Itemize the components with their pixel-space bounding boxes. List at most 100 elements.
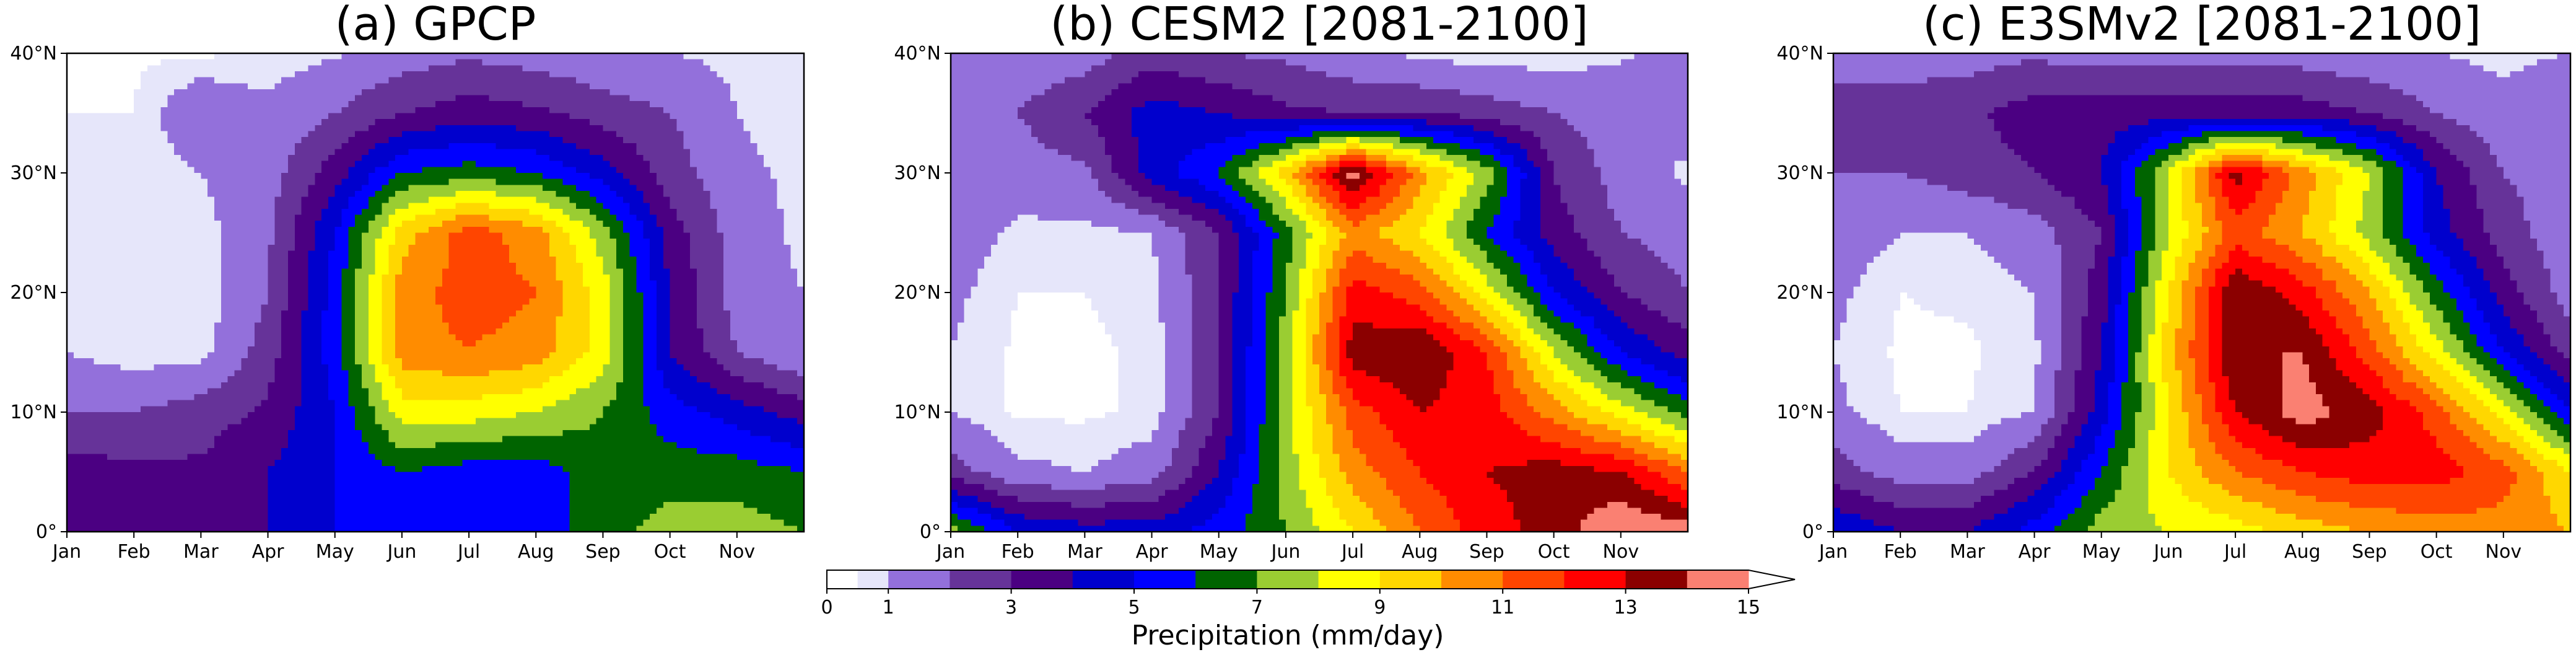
contour-cell — [207, 125, 215, 131]
contour-cell — [623, 281, 631, 287]
contour-cell — [523, 268, 530, 275]
contour-cell — [321, 268, 329, 275]
contour-cell — [228, 119, 235, 125]
contour-cell — [422, 59, 429, 66]
contour-cell — [609, 310, 617, 317]
contour-cell — [348, 125, 356, 131]
contour-cell — [362, 281, 369, 287]
contour-cell — [663, 250, 671, 257]
contour-cell — [369, 89, 376, 95]
contour-cell — [590, 263, 597, 269]
contour-cell — [717, 263, 724, 269]
contour-cell — [188, 203, 195, 209]
contour-cell — [308, 245, 315, 251]
contour-cell — [409, 281, 416, 287]
contour-cell — [348, 161, 356, 167]
contour-cell — [355, 53, 362, 59]
contour-cell — [355, 119, 362, 125]
contour-cell — [697, 179, 704, 185]
contour-cell — [121, 107, 128, 113]
contour-cell — [67, 179, 74, 185]
contour-cell — [248, 215, 255, 221]
contour-cell — [442, 250, 450, 257]
contour-cell — [496, 221, 503, 227]
contour-cell — [369, 286, 376, 293]
contour-cell — [509, 239, 517, 245]
contour-cell — [670, 125, 678, 131]
contour-cell — [261, 77, 269, 84]
contour-cell — [127, 245, 134, 251]
contour-cell — [362, 161, 369, 167]
contour-cell — [141, 310, 148, 317]
contour-cell — [241, 65, 248, 71]
contour-cell — [690, 143, 697, 149]
contour-cell — [248, 281, 255, 287]
contour-cell — [87, 293, 94, 299]
contour-cell — [596, 101, 604, 107]
contour-cell — [67, 257, 74, 263]
contour-cell — [147, 149, 155, 155]
contour-cell — [717, 293, 724, 299]
contour-cell — [462, 179, 469, 185]
contour-cell — [630, 131, 637, 137]
contour-cell — [315, 281, 322, 287]
contour-cell — [717, 119, 724, 125]
contour-cell — [127, 286, 134, 293]
contour-cell — [523, 59, 530, 66]
contour-cell — [274, 197, 282, 203]
contour-cell — [274, 275, 282, 281]
contour-cell — [388, 245, 396, 251]
contour-cell — [355, 173, 362, 179]
contour-cell — [274, 95, 282, 102]
contour-cell — [529, 59, 536, 66]
contour-cell — [516, 173, 523, 179]
contour-cell — [442, 299, 450, 305]
contour-cell — [302, 101, 309, 107]
contour-cell — [771, 65, 778, 71]
contour-cell — [94, 299, 101, 305]
contour-cell — [623, 167, 631, 173]
contour-cell — [362, 167, 369, 173]
contour-cell — [107, 155, 115, 161]
contour-cell — [388, 293, 396, 299]
contour-cell — [214, 53, 222, 59]
contour-cell — [321, 215, 329, 221]
contour-cell — [764, 191, 771, 197]
contour-cell — [609, 185, 617, 191]
contour-cell — [127, 268, 134, 275]
panels: (a) GPCPJan Feb Mar Apr May Jun Jul Aug Sep Oct No… — [10, 0, 2570, 563]
contour-cell — [569, 71, 577, 77]
contour-cell — [723, 71, 731, 77]
contour-cell — [302, 268, 309, 275]
contour-cell — [630, 149, 637, 155]
contour-cell — [141, 322, 148, 328]
contour-cell — [181, 299, 188, 305]
contour-cell — [730, 173, 738, 179]
contour-cell — [502, 203, 510, 209]
contour-cell — [382, 179, 389, 185]
contour-cell — [650, 95, 657, 102]
contour-cell — [167, 161, 175, 167]
contour-cell — [395, 71, 403, 77]
contour-cell — [355, 131, 362, 137]
contour-cell — [442, 113, 450, 120]
contour-cell — [81, 221, 88, 227]
contour-cell — [603, 185, 610, 191]
contour-cell — [442, 233, 450, 239]
contour-cell — [596, 299, 604, 305]
contour-cell — [616, 113, 624, 120]
contour-cell — [121, 293, 128, 299]
contour-cell — [630, 257, 637, 263]
contour-cell — [489, 161, 497, 167]
contour-cell — [409, 185, 416, 191]
contour-cell — [603, 233, 610, 239]
contour-cell — [476, 317, 483, 323]
contour-cell — [690, 179, 697, 185]
contour-cell — [569, 268, 577, 275]
contour-cell — [449, 53, 456, 59]
contour-cell — [74, 286, 81, 293]
contour-cell — [107, 179, 115, 185]
contour-cell — [616, 185, 624, 191]
contour-cell — [114, 167, 121, 173]
contour-cell — [342, 263, 349, 269]
